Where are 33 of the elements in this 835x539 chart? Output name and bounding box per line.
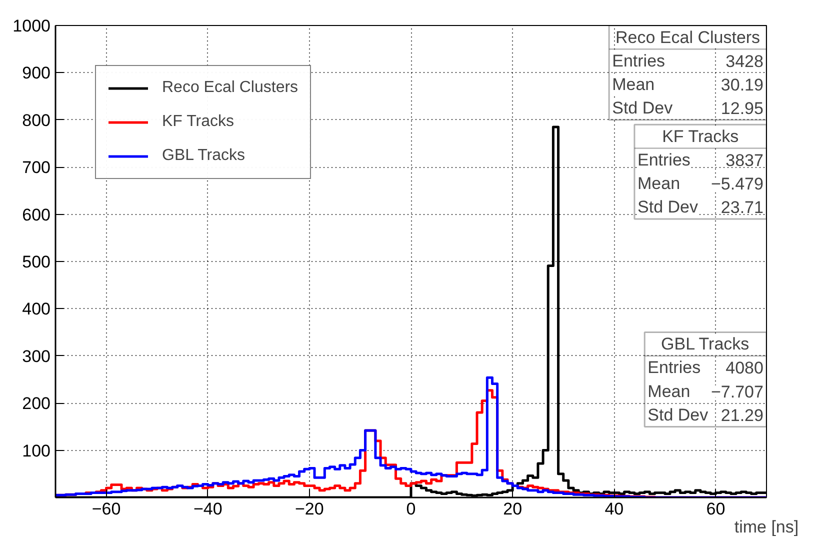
legend-label: KF Tracks <box>162 113 234 131</box>
text: Mean −5.479 <box>638 174 764 194</box>
legend-label: GBL Tracks <box>162 147 245 165</box>
x-tick-label: −40 <box>193 500 222 518</box>
x-tick-label: 0 <box>406 500 416 518</box>
text: Entries 3428 <box>612 51 764 71</box>
y-tick-label: 500 <box>22 252 51 272</box>
annotation: Std Dev 21.29 <box>648 405 764 425</box>
x-tick-label: 60 <box>706 500 726 518</box>
legend-label: Reco Ecal Clusters <box>162 79 298 97</box>
text: Std Dev 23.71 <box>638 198 764 218</box>
text: Std Dev 12.95 <box>612 98 764 118</box>
x-tick-label: −20 <box>295 500 324 518</box>
text: Entries 3837 <box>638 150 764 170</box>
y-tick-label: 700 <box>22 158 51 178</box>
annotation: Reco Ecal Clusters <box>616 28 760 47</box>
y-tick-label: 800 <box>22 110 51 130</box>
y-tick-label: 900 <box>22 64 51 83</box>
x-tick-label: 20 <box>503 500 522 518</box>
y-tick-label: 300 <box>22 346 51 366</box>
y-tick-label: 400 <box>22 300 51 319</box>
y-tick-label: 200 <box>22 394 51 414</box>
y-tick-label: 100 <box>22 441 51 460</box>
x-tick-label: 40 <box>604 500 624 518</box>
text: Entries 4080 <box>648 358 764 378</box>
text: Mean −7.707 <box>648 382 764 402</box>
y-tick-label: 1000 <box>12 16 51 36</box>
annotation: GBL Tracks <box>661 334 750 354</box>
x-tick-label: −60 <box>92 500 121 518</box>
text: Mean 30.19 <box>612 75 764 94</box>
y-tick-label: 600 <box>22 205 51 224</box>
x-axis-title: time [ns] <box>734 518 799 536</box>
annotation: KF Tracks <box>662 126 739 146</box>
